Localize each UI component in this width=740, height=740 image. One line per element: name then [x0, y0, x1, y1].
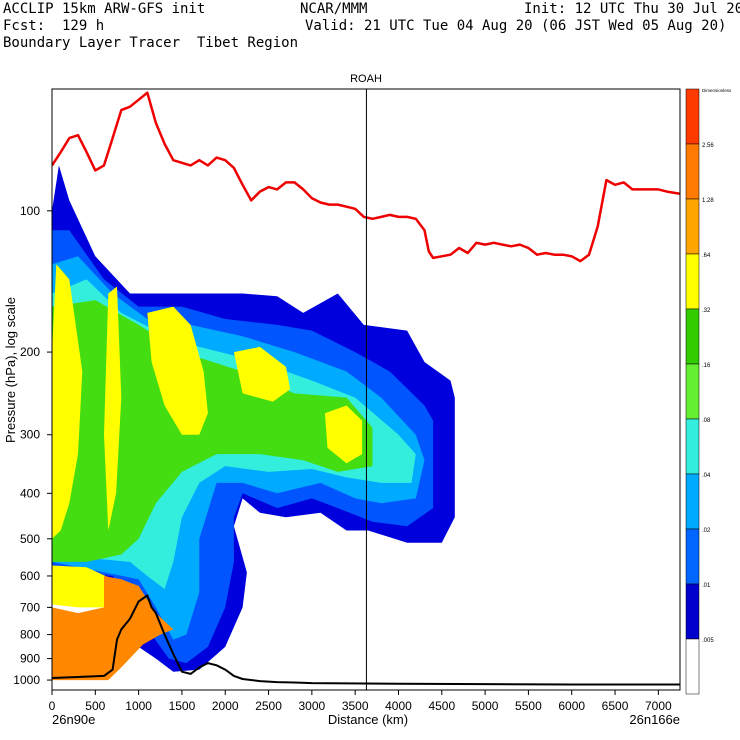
colorbar-swatch — [685, 143, 700, 200]
y-tick-label: 300 — [20, 428, 40, 442]
colorbar-swatch — [685, 638, 700, 695]
x-tick-label: 4000 — [385, 699, 412, 713]
tracer-region-9 — [52, 565, 113, 608]
x-tick-label: 4500 — [428, 699, 455, 713]
colorbar-label: 2.56 — [702, 143, 714, 149]
x-start-label: 26n90e — [52, 712, 95, 727]
colorbar-label: .32 — [702, 308, 711, 314]
colorbar-label: .02 — [702, 528, 711, 534]
y-tick-label: 700 — [20, 600, 40, 614]
x-tick-label: 6500 — [602, 699, 629, 713]
x-tick-label: 2000 — [212, 699, 239, 713]
x-tick-label: 3000 — [299, 699, 326, 713]
y-tick-label: 400 — [20, 486, 40, 500]
x-tick-label: 1500 — [169, 699, 196, 713]
header-line1-center: NCAR/MMM — [300, 1, 368, 17]
tracer-region-8 — [324, 405, 363, 464]
tracer-region-4 — [52, 300, 373, 562]
colorbar-swatch — [685, 308, 700, 365]
x-tick-label: 5500 — [515, 699, 542, 713]
y-tick-label: 1000 — [13, 673, 40, 687]
header-line1-right: Init: 12 UTC Thu 30 Jul 20 — [524, 1, 740, 17]
colorbar-label: .01 — [702, 583, 711, 589]
tracer-region-7 — [233, 346, 291, 402]
x-tick-label: 2500 — [255, 699, 282, 713]
colorbar-swatch — [685, 88, 700, 145]
y-tick-label: 200 — [20, 345, 40, 359]
colorbar-swatch — [685, 528, 700, 585]
x-tick-label: 6000 — [558, 699, 585, 713]
x-tick-label: 0 — [49, 699, 56, 713]
x-tick-label: 3500 — [342, 699, 369, 713]
colorbar-swatch — [685, 583, 700, 640]
tracer-bit-0 — [104, 286, 122, 531]
header-line2-left: Fcst: 129 h — [3, 18, 105, 34]
x-tick-label: 5000 — [472, 699, 499, 713]
tracer-region-6 — [147, 306, 208, 435]
colorbar-label: .64 — [702, 253, 711, 259]
x-tick-label: 7000 — [645, 699, 672, 713]
colorbar-label: .005 — [702, 638, 714, 644]
colorbar-swatch — [685, 253, 700, 310]
header-line2-right: Valid: 21 UTC Tue 04 Aug 20 (06 JST Wed … — [305, 18, 727, 34]
colorbar-swatch — [685, 473, 700, 530]
x-end-label: 26n166e — [629, 712, 680, 727]
colorbar-swatch — [685, 418, 700, 475]
colorbar-swatch — [685, 198, 700, 255]
colorbar-label: 1.28 — [702, 198, 714, 204]
colorbar-label: .08 — [702, 418, 711, 424]
header-line3-left: Boundary Layer Tracer Tibet Region — [3, 35, 299, 51]
colorbar-label: Dimensionless — [702, 88, 732, 93]
tracer-bit-1 — [125, 592, 139, 625]
x-tick-label: 1000 — [125, 699, 152, 713]
tracer-region-5 — [52, 264, 83, 539]
y-tick-label: 900 — [20, 652, 40, 666]
chart-title: ROAH — [350, 73, 382, 85]
y-tick-label: 500 — [20, 532, 40, 546]
x-axis-label: Distance (km) — [328, 712, 408, 727]
colorbar: Dimensionless 2.56 1.28 .64 .32 .16 .08 .04 .02.… — [685, 88, 732, 695]
colorbar-label: .04 — [702, 473, 711, 479]
colorbar-swatch — [685, 363, 700, 420]
y-axis-label: Pressure (hPa), log scale — [3, 297, 18, 443]
tracer-region-10 — [52, 576, 174, 681]
y-tick-label: 800 — [20, 628, 40, 642]
tropopause-red-line — [52, 91, 680, 263]
y-tick-label: 600 — [20, 569, 40, 583]
colorbar-label: .16 — [702, 363, 711, 369]
terrain-line — [52, 594, 680, 686]
header-line1-left: ACCLIP 15km ARW-GFS init — [3, 1, 206, 17]
y-tick-label: 100 — [20, 204, 40, 218]
x-tick-label: 500 — [85, 699, 105, 713]
